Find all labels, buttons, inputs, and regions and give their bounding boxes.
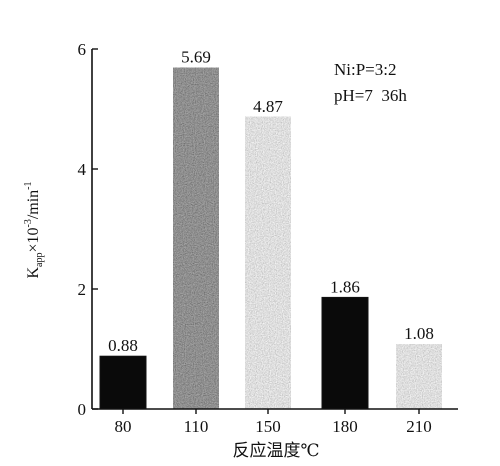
x-axis-label: 反应温度℃ <box>232 441 319 460</box>
x-tick-label-210: 210 <box>406 417 432 436</box>
x-tick-label-180: 180 <box>332 417 358 436</box>
bar-180 <box>321 296 369 410</box>
y-tick-label-2: 2 <box>78 280 87 299</box>
annotation-ratio: Ni:P=3:2 <box>334 60 397 79</box>
bar-110 <box>172 67 220 410</box>
bar-80 <box>99 355 147 410</box>
x-tick-label-80: 80 <box>115 417 132 436</box>
y-axis-label: Kapp×10-3/min-1 <box>23 181 45 278</box>
value-label-80: 0.88 <box>108 336 138 355</box>
x-ticks-group: 80 110 150 180 210 <box>115 409 432 436</box>
y-ticks-group: 0 2 4 6 <box>78 40 98 419</box>
value-label-180: 1.86 <box>330 277 360 296</box>
value-label-150: 4.87 <box>253 97 283 116</box>
bars-group <box>99 67 443 410</box>
bar-150 <box>244 116 292 410</box>
y-tick-label-4: 4 <box>78 160 87 179</box>
y-tick-label-0: 0 <box>78 400 87 419</box>
annotation-ph-time: pH=7 36h <box>334 86 407 105</box>
value-label-210: 1.08 <box>404 324 434 343</box>
bar-210 <box>395 343 443 410</box>
x-tick-label-150: 150 <box>255 417 281 436</box>
x-tick-label-110: 110 <box>184 417 209 436</box>
y-tick-label-6: 6 <box>78 40 87 59</box>
value-label-110: 5.69 <box>181 48 211 67</box>
value-labels-group: 0.88 5.69 4.87 1.86 1.08 <box>108 48 434 356</box>
